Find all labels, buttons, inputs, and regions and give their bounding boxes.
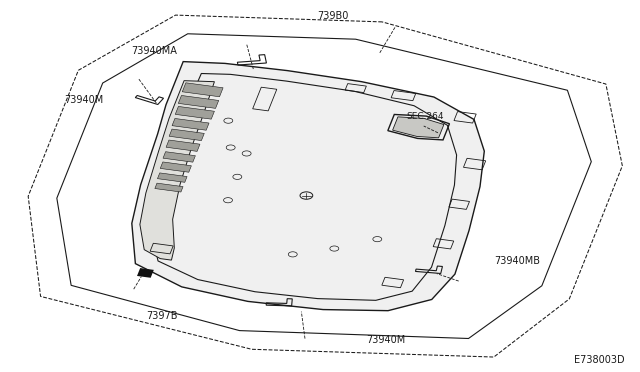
Text: 739B0: 739B0 bbox=[317, 11, 348, 21]
Text: E738003D: E738003D bbox=[574, 355, 625, 365]
Polygon shape bbox=[182, 83, 223, 97]
Polygon shape bbox=[140, 81, 214, 260]
Polygon shape bbox=[169, 129, 204, 141]
Polygon shape bbox=[392, 117, 444, 138]
Polygon shape bbox=[172, 118, 209, 130]
Polygon shape bbox=[137, 268, 154, 278]
Polygon shape bbox=[160, 162, 191, 172]
Text: 7397B: 7397B bbox=[146, 311, 178, 321]
Text: SEC.264: SEC.264 bbox=[406, 112, 444, 121]
Polygon shape bbox=[175, 106, 214, 119]
Polygon shape bbox=[166, 140, 200, 151]
Polygon shape bbox=[179, 96, 219, 108]
Text: 73940MA: 73940MA bbox=[131, 46, 177, 56]
Text: 73940M: 73940M bbox=[366, 335, 405, 345]
Text: 73940M: 73940M bbox=[64, 95, 103, 105]
Text: 73940MB: 73940MB bbox=[494, 256, 540, 266]
Polygon shape bbox=[163, 152, 195, 162]
Polygon shape bbox=[157, 173, 187, 182]
Polygon shape bbox=[155, 183, 183, 192]
Polygon shape bbox=[132, 62, 484, 311]
